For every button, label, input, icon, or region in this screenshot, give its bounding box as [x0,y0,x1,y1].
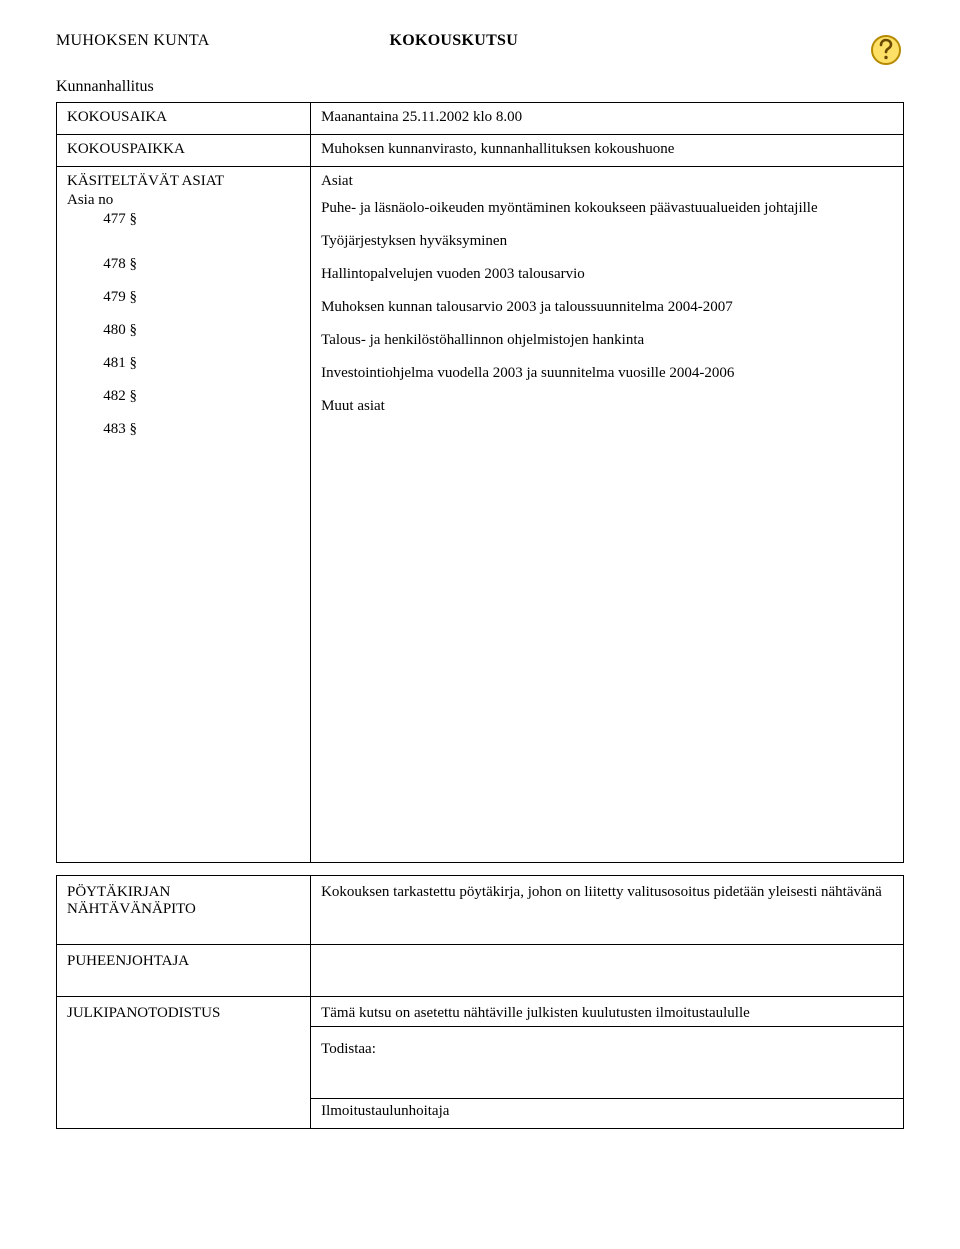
item-no: 483 § [67,421,155,438]
kokouspaikka-row: KOKOUSPAIKKA Muhoksen kunnanvirasto, kun… [57,135,904,167]
item-no: 482 § [67,388,155,405]
subheading: Kunnanhallitus [56,78,904,96]
asia-no-label: Asia no [67,192,300,209]
kokousaika-label: KOKOUSAIKA [57,103,311,135]
poytakirjan-value: Kokouksen tarkastettu pöytäkirja, johon … [311,876,904,945]
asiat-label: Asiat [321,173,893,190]
footer-table: PÖYTÄKIRJAN NÄHTÄVÄNÄPITO Kokouksen tark… [56,875,904,1129]
item-no: 477 § [67,211,155,228]
items-left-cell: KÄSITELTÄVÄT ASIAT Asia no 477 § 478 § 4… [57,167,311,863]
todistaa-label: Todistaa: [311,1027,904,1099]
org-name: MUHOKSEN KUNTA [56,32,210,50]
item-no: 480 § [67,322,155,339]
item-desc: Hallintopalvelujen vuoden 2003 talousarv… [321,266,893,283]
poytakirjan-label: PÖYTÄKIRJAN NÄHTÄVÄNÄPITO [57,876,311,945]
julkipano-label: JULKIPANOTODISTUS [57,997,311,1129]
help-icon[interactable] [868,32,904,68]
item-desc: Muhoksen kunnan talousarvio 2003 ja talo… [321,299,893,316]
items-row: KÄSITELTÄVÄT ASIAT Asia no 477 § 478 § 4… [57,167,904,863]
item-desc: Investointiohjelma vuodella 2003 ja suun… [321,365,893,382]
julkipano-value: Tämä kutsu on asetettu nähtäville julkis… [311,997,904,1027]
item-no: 479 § [67,289,155,306]
meeting-table: KOKOUSAIKA Maanantaina 25.11.2002 klo 8.… [56,102,904,863]
puheenjohtaja-value [311,945,904,997]
item-desc: Talous- ja henkilöstöhallinnon ohjelmist… [321,332,893,349]
puheenjohtaja-row: PUHEENJOHTAJA [57,945,904,997]
item-no: 481 § [67,355,155,372]
kokousaika-row: KOKOUSAIKA Maanantaina 25.11.2002 klo 8.… [57,103,904,135]
item-desc: Puhe- ja läsnäolo-oikeuden myöntäminen k… [321,200,893,217]
puheenjohtaja-label: PUHEENJOHTAJA [57,945,311,997]
item-desc: Muut asiat [321,398,893,415]
julkipano-row: JULKIPANOTODISTUS Tämä kutsu on asetettu… [57,997,904,1027]
kokousaika-value: Maanantaina 25.11.2002 klo 8.00 [311,103,904,135]
ilmoitustaulu-label: Ilmoitustaulunhoitaja [311,1099,904,1129]
item-desc: Työjärjestyksen hyväksyminen [321,233,893,250]
items-right-cell: Asiat Puhe- ja läsnäolo-oikeuden myöntäm… [311,167,904,863]
poytakirjan-label-2: NÄHTÄVÄNÄPITO [67,901,300,918]
poytakirjan-label-1: PÖYTÄKIRJAN [67,884,300,901]
poytakirjan-row: PÖYTÄKIRJAN NÄHTÄVÄNÄPITO Kokouksen tark… [57,876,904,945]
kokouspaikka-label: KOKOUSPAIKKA [57,135,311,167]
kokouspaikka-value: Muhoksen kunnanvirasto, kunnanhallitukse… [311,135,904,167]
kasiteltavat-label: KÄSITELTÄVÄT ASIAT [67,173,300,190]
doc-type: KOKOUSKUTSU [389,32,518,50]
header-row: MUHOKSEN KUNTA KOKOUSKUTSU [56,32,904,68]
item-no: 478 § [67,256,155,273]
